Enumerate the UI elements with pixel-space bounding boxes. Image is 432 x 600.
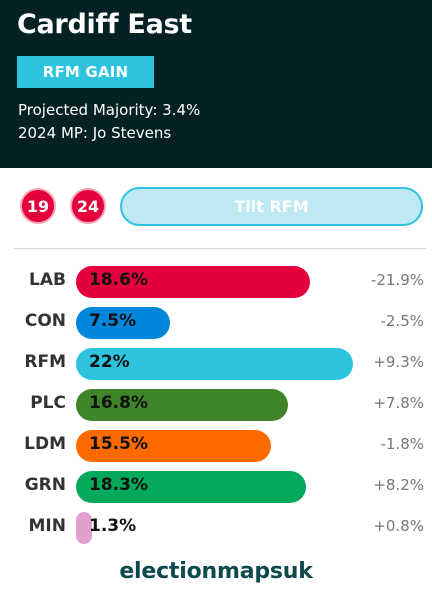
vote-share-bar bbox=[76, 348, 353, 380]
year-19-button[interactable]: 19 bbox=[20, 188, 56, 224]
vote-change-label: -1.8% bbox=[380, 435, 424, 453]
party-code: RFM bbox=[24, 352, 66, 372]
party-code: MIN bbox=[28, 516, 66, 536]
vote-share-label: 15.5% bbox=[89, 434, 148, 454]
vote-change-label: -2.5% bbox=[380, 312, 424, 330]
party-code: LAB bbox=[29, 270, 66, 290]
vote-share-bar bbox=[76, 512, 93, 544]
vote-share-label: 1.3% bbox=[89, 516, 137, 536]
party-code: GRN bbox=[24, 475, 66, 495]
controls-row: 19 24 Tilt RFM bbox=[0, 187, 432, 227]
vote-share-label: 18.3% bbox=[89, 475, 148, 495]
result-row-ldm: LDM 15.5% -1.8% bbox=[0, 426, 432, 462]
constituency-title: Cardiff East bbox=[17, 9, 192, 40]
vote-share-label: 7.5% bbox=[89, 311, 137, 331]
vote-change-label: +8.2% bbox=[373, 476, 424, 494]
vote-change-label: -21.9% bbox=[370, 271, 424, 289]
vote-change-label: +0.8% bbox=[373, 517, 424, 535]
gain-badge: RFM GAIN bbox=[17, 56, 154, 88]
vote-share-bar bbox=[76, 389, 288, 421]
constituency-header: Cardiff East RFM GAIN Projected Majority… bbox=[0, 0, 432, 168]
year-24-button[interactable]: 24 bbox=[70, 188, 106, 224]
vote-share-label: 22% bbox=[89, 352, 130, 372]
tilt-button[interactable]: Tilt RFM bbox=[120, 187, 423, 226]
party-code: LDM bbox=[24, 434, 66, 454]
vote-share-bar bbox=[76, 471, 307, 503]
party-code: PLC bbox=[30, 393, 66, 413]
result-row-con: CON 7.5% -2.5% bbox=[0, 303, 432, 339]
sitting-mp: 2024 MP: Jo Stevens bbox=[18, 124, 172, 142]
brand-footer: electionmapsuk bbox=[119, 559, 313, 584]
party-code: CON bbox=[24, 311, 66, 331]
result-row-plc: PLC 16.8% +7.8% bbox=[0, 385, 432, 421]
projected-majority: Projected Majority: 3.4% bbox=[18, 101, 201, 119]
vote-share-label: 18.6% bbox=[89, 270, 148, 290]
vote-share-bar bbox=[76, 307, 171, 339]
vote-share-label: 16.8% bbox=[89, 393, 148, 413]
divider bbox=[14, 248, 426, 249]
result-row-grn: GRN 18.3% +8.2% bbox=[0, 467, 432, 503]
vote-change-label: +9.3% bbox=[373, 353, 424, 371]
result-row-rfm: RFM 22% +9.3% bbox=[0, 344, 432, 380]
vote-share-bar bbox=[76, 266, 311, 298]
vote-change-label: +7.8% bbox=[373, 394, 424, 412]
result-row-min: MIN 1.3% +0.8% bbox=[0, 508, 432, 544]
result-row-lab: LAB 18.6% -21.9% bbox=[0, 262, 432, 298]
vote-share-bar bbox=[76, 430, 272, 462]
